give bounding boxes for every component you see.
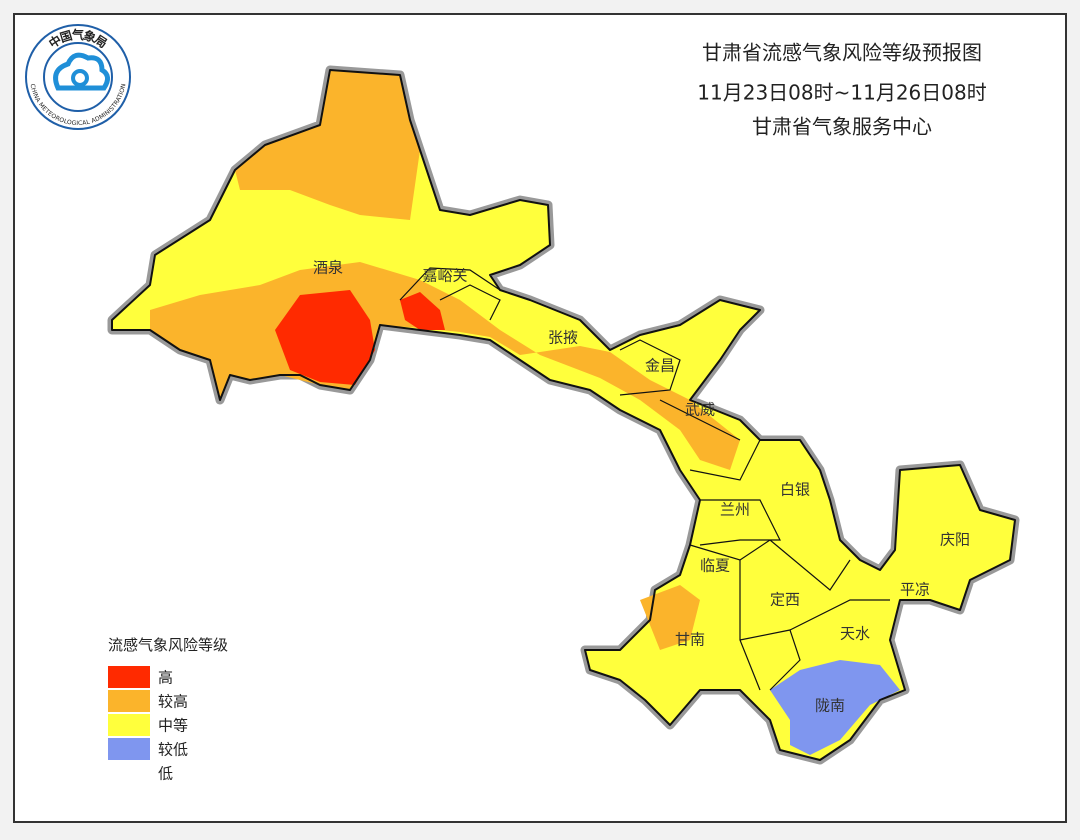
district-border bbox=[699, 499, 781, 546]
legend-swatch bbox=[108, 762, 150, 784]
city-label: 庆阳 bbox=[940, 531, 970, 549]
city-label: 陇南 bbox=[815, 697, 845, 715]
district-border bbox=[619, 339, 681, 396]
district-border bbox=[399, 267, 501, 301]
city-label: 金昌 bbox=[645, 357, 675, 375]
city-label: 张掖 bbox=[548, 329, 578, 347]
legend-title: 流感气象风险等级 bbox=[108, 636, 228, 654]
district-border bbox=[689, 439, 761, 481]
city-label: 天水 bbox=[840, 625, 870, 643]
legend-label: 低 bbox=[158, 765, 173, 783]
province-border bbox=[111, 69, 1016, 761]
legend-swatch bbox=[108, 690, 150, 712]
city-label: 白银 bbox=[780, 481, 810, 499]
logo: 中国气象局 CHINA METEOROLOGICAL ADMINISTRATIO… bbox=[25, 24, 131, 130]
province-base bbox=[112, 70, 1015, 760]
city-label: 甘南 bbox=[675, 631, 705, 649]
city-label: 武威 bbox=[685, 401, 715, 419]
district-border bbox=[769, 539, 851, 591]
district-border bbox=[739, 629, 801, 691]
risk-area bbox=[275, 290, 375, 385]
risk-area bbox=[770, 660, 900, 755]
risk-area bbox=[400, 292, 445, 330]
legend-label: 较高 bbox=[158, 693, 188, 711]
issuer: 甘肃省气象服务中心 bbox=[752, 115, 932, 139]
legend-swatch bbox=[108, 666, 150, 688]
district-border bbox=[439, 284, 501, 321]
risk-area bbox=[235, 70, 420, 220]
legend-swatch bbox=[108, 714, 150, 736]
period: 11月23日08时~11月26日08时 bbox=[697, 81, 986, 105]
logo-cloud bbox=[53, 52, 110, 91]
legend-label: 中等 bbox=[158, 717, 188, 735]
city-label: 临夏 bbox=[700, 557, 730, 575]
title: 甘肃省流感气象风险等级预报图 bbox=[702, 41, 982, 65]
logo-name: 中国气象局 bbox=[46, 27, 110, 51]
city-label: 酒泉 bbox=[313, 259, 343, 277]
city-label: 平凉 bbox=[900, 581, 930, 599]
district-border bbox=[789, 599, 890, 631]
city-label: 兰州 bbox=[720, 501, 750, 519]
city-label: 定西 bbox=[770, 591, 800, 609]
logo-swirl bbox=[71, 69, 89, 87]
legend-label: 高 bbox=[158, 669, 173, 687]
city-label: 嘉峪关 bbox=[422, 267, 467, 285]
district-border bbox=[659, 399, 741, 441]
legend-swatch bbox=[108, 738, 150, 760]
legend-label: 较低 bbox=[158, 741, 188, 759]
province-regions bbox=[107, 65, 1020, 765]
risk-area bbox=[640, 585, 700, 650]
